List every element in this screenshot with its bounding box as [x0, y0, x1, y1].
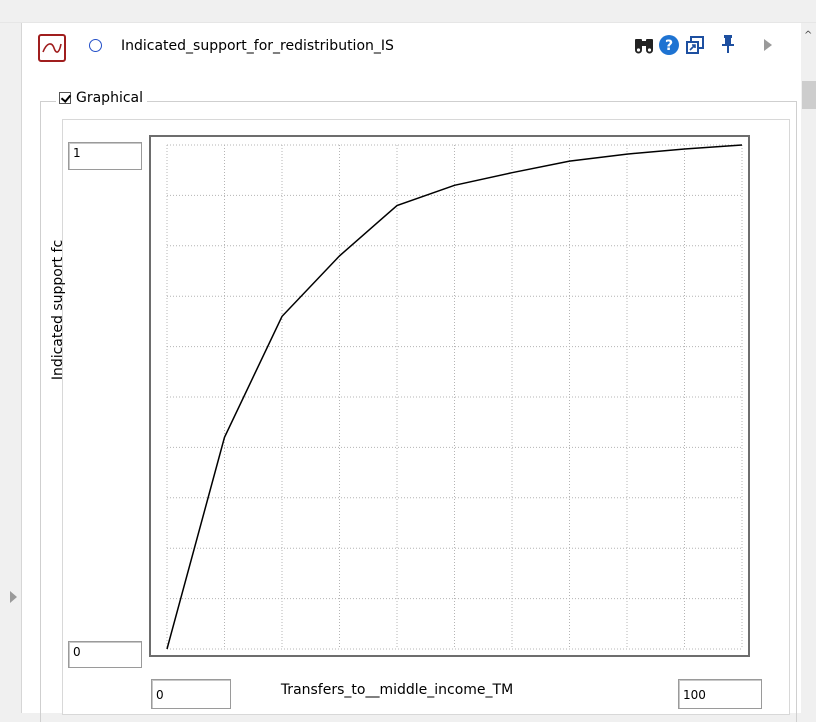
data-point[interactable] [510, 171, 514, 175]
binoculars-icon[interactable] [633, 35, 655, 59]
data-point[interactable] [740, 143, 744, 147]
data-point[interactable] [683, 147, 687, 151]
graphical-toggle[interactable]: Graphical [56, 90, 147, 106]
data-point[interactable] [453, 183, 457, 187]
data-point[interactable] [223, 435, 227, 439]
plot-area[interactable] [149, 135, 750, 657]
graphical-label: Graphical [76, 90, 143, 106]
variable-type-icon [89, 39, 102, 52]
data-point[interactable] [395, 203, 399, 207]
x-axis-label: Transfers_to__middle_income_TM [280, 682, 514, 698]
graphical-checkbox[interactable] [59, 92, 71, 104]
collapse-arrow-icon[interactable] [10, 591, 17, 603]
help-icon[interactable]: ? [658, 34, 680, 60]
y-max-field[interactable]: 1 [68, 142, 142, 170]
top-strip [0, 0, 816, 22]
y-axis-label: Indicated support fc [50, 239, 66, 381]
graphical-group [40, 101, 797, 722]
x-max-field[interactable]: 100 [678, 679, 762, 709]
data-point[interactable] [568, 159, 572, 163]
scroll-thumb[interactable] [802, 81, 816, 109]
new-window-icon[interactable] [685, 35, 705, 59]
graphical-function-icon [38, 34, 66, 62]
data-point[interactable] [625, 152, 629, 156]
left-gutter [0, 23, 21, 713]
data-point[interactable] [338, 254, 342, 258]
data-point[interactable] [280, 314, 284, 318]
top-divider [0, 22, 816, 23]
data-point[interactable] [165, 647, 169, 651]
panel-header: Indicated_support_for_redistribution_IS … [22, 23, 802, 75]
pin-icon[interactable] [721, 34, 735, 58]
series-line[interactable] [166, 144, 743, 650]
scroll-up-icon[interactable]: ^ [804, 30, 813, 41]
expand-icon[interactable] [764, 39, 772, 51]
vertical-scrollbar[interactable]: ^ [801, 23, 816, 713]
svg-text:?: ? [665, 38, 673, 54]
chart-svg [165, 143, 744, 651]
y-min-field[interactable]: 0 [68, 641, 142, 668]
variable-panel: Indicated_support_for_redistribution_IS … [21, 23, 802, 722]
variable-name: Indicated_support_for_redistribution_IS [121, 38, 394, 54]
x-min-field[interactable]: 0 [151, 679, 231, 709]
